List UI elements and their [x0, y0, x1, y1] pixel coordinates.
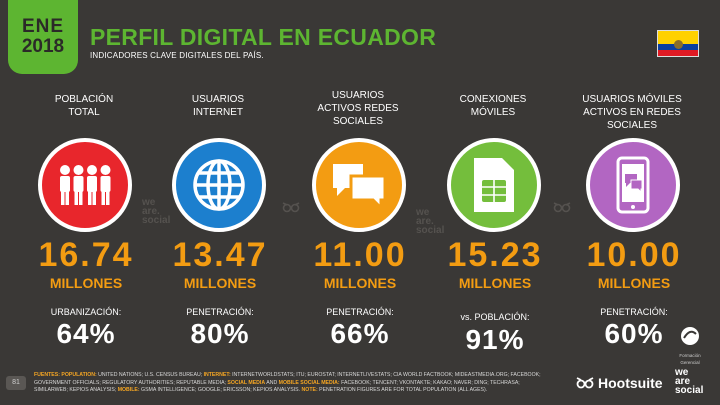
metric-percent: 64% — [56, 318, 116, 349]
watermark: we are. social — [142, 197, 171, 226]
metric-sublabel: PENETRACIÓN: — [326, 307, 394, 317]
sim-card-icon — [474, 158, 514, 212]
owl-watermark-icon — [553, 202, 571, 213]
metric-circle — [38, 138, 132, 232]
metric-circle — [447, 138, 541, 232]
metric-circle — [312, 138, 406, 232]
metric-sublabel: URBANIZACIÓN: — [50, 307, 122, 317]
badge-year: 2018 — [21, 36, 65, 57]
metric-sublabel: PENETRACIÓN: — [600, 307, 668, 317]
metric-label: POBLACIÓN TOTAL — [54, 94, 114, 118]
owl-icon — [576, 377, 594, 389]
metric-circle — [172, 138, 266, 232]
metric-unit: MILLONES — [323, 275, 397, 291]
globe-icon — [193, 159, 245, 211]
metric-unit: MILLONES — [597, 275, 671, 291]
metric-unit: MILLONES — [458, 275, 532, 291]
metric-unit: MILLONES — [49, 275, 123, 291]
metric-value: 10.00 — [586, 236, 682, 274]
people-icon — [60, 165, 111, 205]
metric-percent: 80% — [190, 318, 250, 349]
metric-label: CONEXIONES MÓVILES — [459, 94, 527, 118]
metric-circle — [586, 138, 680, 232]
metric-label: USUARIOS ACTIVOS REDES SOCIALES — [317, 90, 399, 127]
smartphone-chat-icon — [616, 156, 650, 214]
ecuador-flag-icon — [657, 30, 699, 57]
metric-label: USUARIOS INTERNET — [191, 94, 245, 118]
sources-text: FUENTES: POPULATION: UNITED NATIONS; U.S… — [34, 372, 541, 393]
metric-value: 11.00 — [313, 236, 407, 274]
hootsuite-logo: Hootsuite — [576, 372, 663, 394]
watermark: we are. social — [416, 207, 445, 236]
metric-percent: 66% — [330, 318, 390, 349]
badge-month: ENE — [21, 16, 65, 38]
metric-sublabel: vs. POBLACIÓN: — [460, 312, 530, 322]
metric-percent: 91% — [465, 324, 525, 355]
metric-value: 16.74 — [38, 236, 134, 274]
chat-bubbles-icon — [333, 164, 387, 212]
metric-percent: 60% — [604, 318, 664, 349]
metric-sublabel: PENETRACIÓN: — [186, 307, 254, 317]
metric-value: 13.47 — [172, 236, 268, 274]
page-number: 81 — [6, 376, 26, 390]
page-title: PERFIL DIGITAL EN ECUADOR — [90, 24, 437, 50]
agency-logo-icon — [681, 327, 699, 345]
agency-logo: Formación Gerencial — [676, 326, 704, 366]
metric-unit: MILLONES — [183, 275, 257, 291]
owl-watermark-icon — [282, 202, 300, 213]
page-subtitle: INDICADORES CLAVE DIGITALES DEL PAÍS. — [90, 51, 264, 60]
metric-label: USUARIOS MÓVILES ACTIVOS EN REDES SOCIAL… — [582, 94, 682, 131]
date-badge: ENE 2018 — [8, 0, 78, 74]
we-are-social-logo: we are social — [675, 367, 704, 396]
metric-value: 15.23 — [447, 236, 543, 274]
